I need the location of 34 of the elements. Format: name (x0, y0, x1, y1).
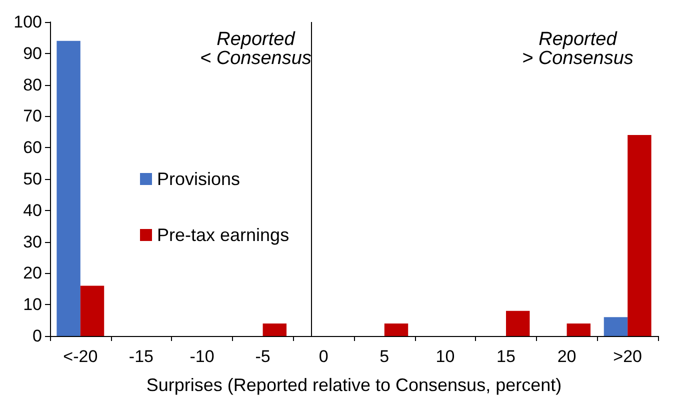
y-tick-label: 100 (14, 12, 42, 32)
legend-label: Pre-tax earnings (157, 225, 290, 245)
y-tick-label: 40 (23, 200, 42, 220)
x-tick-label: -10 (190, 347, 214, 366)
bar (56, 40, 80, 336)
y-tick-label: 30 (23, 232, 42, 252)
legend-label: Provisions (157, 169, 240, 189)
y-tick-label: 60 (23, 138, 42, 158)
bar (384, 323, 408, 336)
y-tick-label: 80 (23, 75, 42, 94)
bar (604, 317, 628, 336)
x-axis-title: Surprises (Reported relative to Consensus, percent) (146, 375, 562, 395)
bar (262, 323, 287, 336)
x-tick-label: >20 (613, 347, 642, 366)
bar (628, 135, 652, 336)
y-tick-label: 90 (23, 44, 42, 63)
y-tick-label: 20 (23, 264, 42, 283)
y-tick-label: 10 (23, 295, 42, 314)
x-tick-label: 0 (318, 347, 328, 366)
bar (566, 323, 591, 336)
x-tick-label: -5 (255, 347, 270, 366)
x-tick-label: 5 (380, 347, 390, 366)
x-tick-label: 20 (557, 347, 576, 366)
y-tick-label: 50 (23, 170, 42, 188)
y-tick-label: 70 (23, 106, 42, 126)
annotation: Reported < Consensus (200, 29, 312, 69)
x-tick-label: -15 (128, 347, 154, 366)
y-tick-label: 0 (32, 326, 42, 346)
bar (80, 286, 104, 336)
annotation: Reported > Consensus (522, 29, 634, 69)
x-tick-label: 10 (436, 347, 455, 366)
x-tick-label: <-20 (63, 347, 98, 366)
x-tick-label: 15 (496, 347, 516, 366)
bar (506, 310, 530, 336)
